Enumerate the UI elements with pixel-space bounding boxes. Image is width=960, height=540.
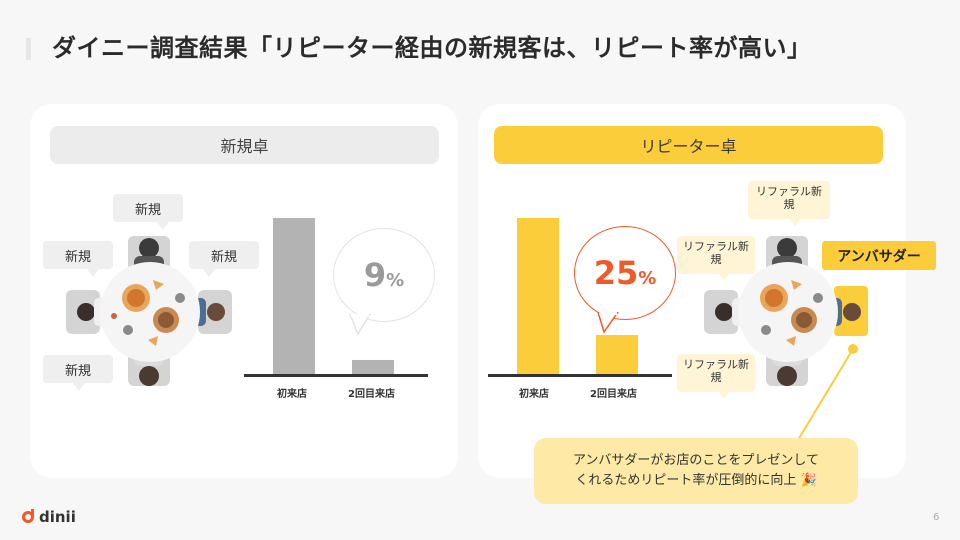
page-title: ダイニー調査結果「リピーター経由の新規客は、リピート率が高い」 [52,34,812,62]
new-chart-xlabel-first: 初来店 [277,389,307,400]
repeater-chart-bar-2 [596,335,638,374]
repeater-table-header: リピーター卓 [494,126,883,164]
referral-tag-left: リファラル新規 [677,236,755,281]
repeater-repeat-rate-value: 25 [593,254,639,292]
new-repeat-rate-unit: % [386,269,405,291]
new-tag-left: 新規 [43,241,113,277]
new-table-bar-chart [244,218,428,377]
new-table-header: 新規卓 [50,126,439,164]
new-repeat-rate-value: 9 [363,256,387,294]
new-chart-bar-1 [273,218,315,374]
new-chart-bar-2 [352,359,394,374]
repeater-table-illustration [704,236,868,386]
ambassador-note: アンバサダーがお店のことをプレゼンして くれるためリピート率が圧倒的に向上 🎉 [534,438,858,504]
ambassador-note-line2: くれるためリピート率が圧倒的に向上 🎉 [575,473,817,488]
new-tag-top: 新規 [113,194,183,230]
ambassador-pointer-line [797,344,858,441]
repeater-bubble-tail [597,312,619,334]
dinii-logo: dinii [22,508,76,526]
dinii-logo-text: dinii [39,508,76,526]
page-number: 6 [933,512,940,523]
new-table-illustration [66,236,232,386]
repeater-repeat-rate-unit: % [638,267,657,289]
title-accent-bar [26,38,31,60]
repeater-table-bar-chart [488,218,672,377]
repeater-chart-bar-1 [517,218,559,374]
new-bubble-tail [349,314,371,336]
referral-tag-bottom: リファラル新規 [677,354,755,399]
new-tag-bottom: 新規 [43,355,113,391]
repeater-chart-xlabel-second: 2回目来店 [590,389,637,400]
ambassador-note-line1: アンバサダーがお店のことをプレゼンして [572,453,820,468]
ambassador-label: アンバサダー [822,241,936,270]
repeater-repeat-rate-bubble: 25% [574,226,676,320]
repeater-chart-xlabel-first: 初来店 [519,389,549,400]
new-tag-right: 新規 [189,241,259,277]
dinii-logo-icon [22,509,34,523]
new-repeat-rate-bubble: 9% [333,228,435,322]
referral-tag-top: リファラル新規 [748,181,830,226]
new-chart-xlabel-second: 2回目来店 [348,389,395,400]
